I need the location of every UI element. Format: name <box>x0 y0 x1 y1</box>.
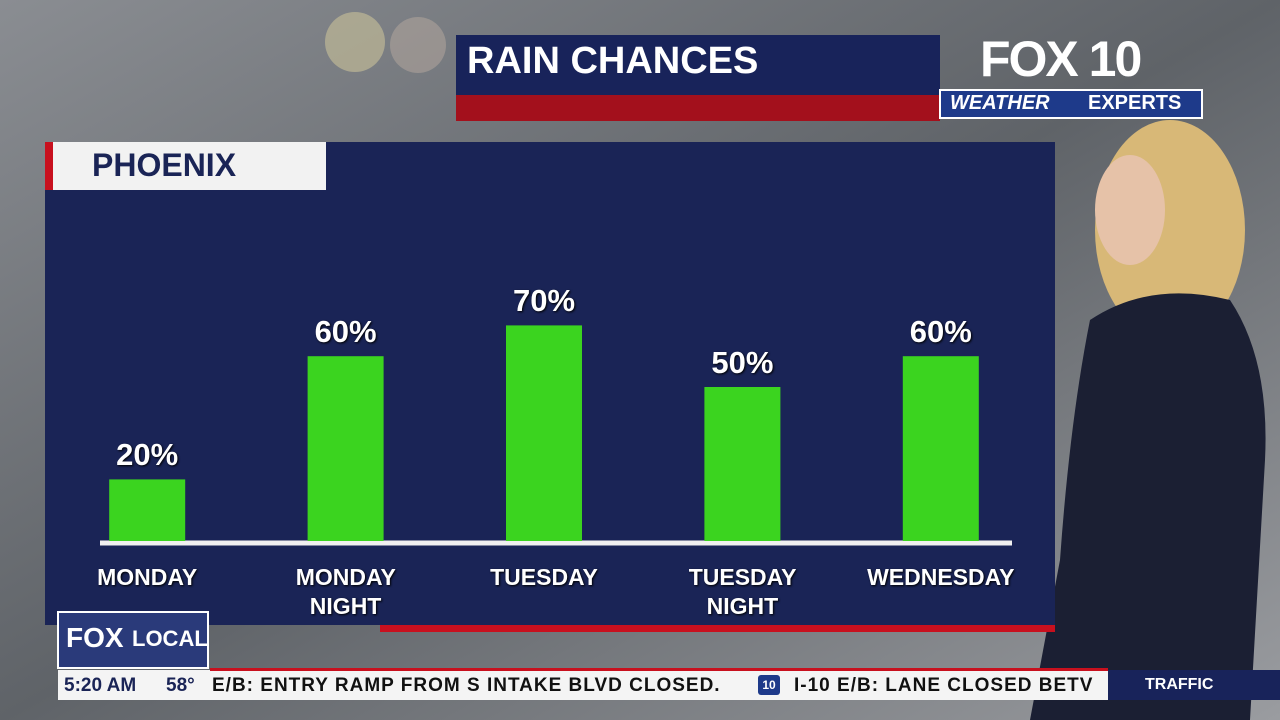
bar <box>902 356 979 541</box>
local-logo-right: LOCAL <box>132 626 208 651</box>
bar <box>109 479 186 541</box>
category-label: TUESDAY NIGHT <box>688 564 797 619</box>
ticker-item: E/B: ENTRY RAMP FROM S INTAKE BLVD CLOSE… <box>212 675 721 696</box>
tag-left: WEATHER <box>950 92 1050 114</box>
category-label: MONDAY <box>97 564 198 590</box>
value-label: 20% <box>116 437 179 473</box>
category-label: TUESDAY <box>490 564 598 590</box>
local-logo-left: FOX <box>66 622 124 653</box>
bar <box>704 387 781 541</box>
presenter-face <box>1095 155 1165 265</box>
tag-bar <box>939 89 1203 119</box>
tag-right: EXPERTS <box>1088 92 1182 114</box>
ticker-stripe <box>210 668 1108 671</box>
local-logo-box <box>57 611 209 669</box>
category-label: MONDAY NIGHT <box>295 564 396 619</box>
station-logo: FOX 10 <box>980 31 1142 87</box>
city-label: PHOENIX <box>92 147 237 183</box>
title-bar <box>456 35 940 95</box>
value-label: 50% <box>711 345 774 380</box>
category-label: WEDNESDAY <box>867 564 1015 590</box>
ticker-time: 5:20 AM <box>64 675 137 696</box>
ticker-section: TRAFFIC <box>1145 676 1214 693</box>
ticker-item: I-10 E/B: LANE CLOSED BETV <box>794 675 1094 696</box>
label-accent <box>45 142 53 190</box>
title-stripe <box>456 95 940 121</box>
bokeh <box>325 12 385 72</box>
bar <box>506 325 582 541</box>
interstate-shield: 10 <box>758 675 780 695</box>
value-label: 70% <box>512 283 576 319</box>
ticker-temperature: 58° <box>166 675 195 696</box>
chart-title: RAIN CHANCES <box>467 40 759 82</box>
value-label: 60% <box>909 314 972 350</box>
bar <box>307 356 384 541</box>
ticker-band <box>58 670 1108 700</box>
panel-stripe <box>380 625 1055 632</box>
ticker-section-band <box>1108 670 1280 700</box>
value-label: 60% <box>314 314 377 350</box>
bokeh <box>390 17 446 73</box>
city-label-box <box>53 142 326 190</box>
presenter-dress <box>1030 293 1266 720</box>
